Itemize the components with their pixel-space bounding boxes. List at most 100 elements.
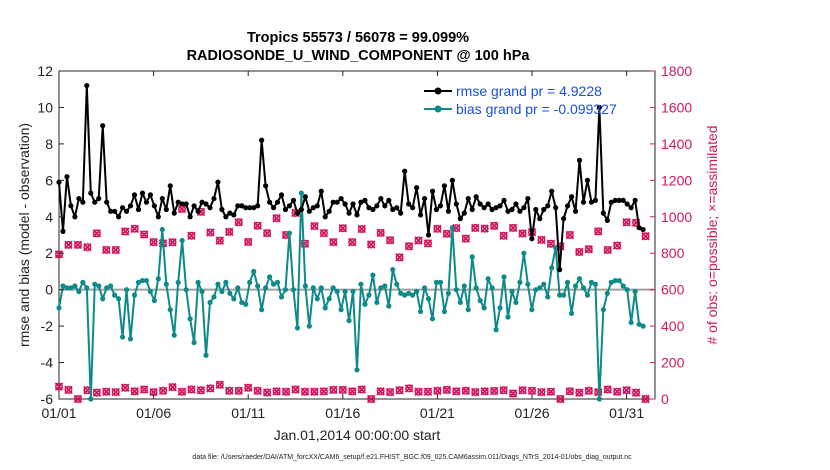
obs-possible-marker (111, 388, 120, 397)
obs-possible-marker (64, 240, 73, 249)
rmse-series-point (493, 205, 499, 211)
legend-rmse-marker (434, 87, 442, 95)
bias-series-point (60, 283, 66, 289)
obs-possible-marker (414, 387, 423, 396)
obs-assimilated-marker (196, 386, 206, 395)
rmse-series-point (219, 206, 225, 213)
rmse-series-point (247, 205, 253, 211)
obs-possible-marker (405, 242, 414, 251)
obs-assimilated-marker (149, 387, 158, 397)
obs-assimilated-marker (556, 394, 565, 404)
bias-series-point (394, 281, 400, 287)
bias-series-point (600, 307, 606, 313)
chart-subtitle: RADIOSONDE_U_WIND_COMPONENT @ 100 hPa (187, 48, 531, 64)
bias-series-point (521, 250, 527, 256)
bias-series-point (632, 288, 638, 295)
obs-possible-marker (73, 394, 82, 403)
bias-series-point (533, 287, 539, 293)
rmse-series-point (441, 183, 448, 189)
bias-series-point (596, 396, 602, 402)
obs-assimilated-marker (338, 224, 348, 233)
obs-assimilated-marker (527, 386, 537, 396)
rmse-series-point (64, 174, 70, 180)
rmse-series-point (636, 225, 642, 231)
obs-possible-marker (452, 387, 461, 396)
bias-series-point (449, 225, 455, 231)
obs-assimilated-marker (243, 383, 253, 392)
bias-series-point (620, 283, 626, 289)
rmse-series-point (541, 206, 547, 213)
bias-series-point (326, 296, 332, 302)
bias-series-point (207, 299, 213, 306)
obs-assimilated-marker (499, 386, 508, 395)
obs-possible-marker (376, 228, 385, 237)
bias-series-point (636, 321, 642, 327)
rmse-series-point (445, 208, 451, 214)
obs-assimilated-marker (348, 387, 357, 396)
y-tick-label: 0 (45, 282, 53, 298)
rmse-series-point (207, 205, 213, 211)
bias-series-point (624, 287, 630, 293)
bias-series-point (410, 292, 416, 298)
legend-rmse-label: rmse grand pr = 4.9228 (456, 83, 602, 99)
y-right-tick-label: 600 (661, 282, 685, 298)
bias-series-point (147, 288, 153, 295)
obs-assimilated-marker (461, 234, 471, 243)
bias-series-point (398, 290, 404, 296)
obs-possible-marker (196, 386, 205, 395)
obs-possible-marker (187, 231, 196, 240)
obs-assimilated-marker (508, 223, 518, 233)
bias-series-point (298, 190, 304, 196)
rmse-series-point (513, 201, 519, 207)
bias-series-point (497, 305, 503, 311)
bias-series-point (278, 294, 285, 300)
bias-series-point (247, 279, 253, 285)
chart-title: Tropics 55573 / 56078 = 99.099% (247, 30, 469, 46)
rmse-series-point (92, 199, 98, 205)
bias-series-point (290, 287, 297, 293)
rmse-series-point (183, 201, 189, 207)
rmse-series-point (509, 206, 515, 213)
obs-assimilated-marker (480, 387, 489, 396)
rmse-series-point (68, 203, 74, 209)
bias-series-point (179, 237, 185, 244)
bias-series-point (104, 285, 110, 291)
obs-assimilated-marker (471, 387, 480, 397)
bias-series-point (334, 288, 340, 295)
obs-assimilated-marker (149, 237, 158, 247)
obs-possible-marker (319, 387, 328, 396)
bias-series-point (123, 287, 130, 293)
obs-assimilated-marker (130, 387, 139, 396)
obs-possible-marker (537, 235, 546, 244)
obs-possible-marker (168, 238, 177, 247)
rmse-series-point (76, 195, 82, 202)
rmse-series-point (274, 199, 281, 205)
obs-assimilated-marker (253, 221, 262, 230)
y-right-tick-label: 1200 (661, 172, 692, 188)
obs-assimilated-marker (64, 385, 73, 395)
rmse-series-point (616, 197, 622, 203)
rmse-series-point (580, 199, 587, 205)
obs-assimilated-marker (281, 387, 291, 396)
obs-possible-marker (234, 218, 243, 227)
rmse-series-point (406, 201, 412, 207)
obs-assimilated-marker (366, 394, 376, 404)
obs-assimilated-marker (641, 232, 650, 241)
obs-possible-marker (546, 239, 555, 248)
rmse-series-point (60, 228, 66, 234)
obs-assimilated-marker (641, 394, 650, 404)
rmse-series-point (266, 199, 273, 205)
obs-possible-marker (613, 387, 622, 396)
bias-series-point (155, 276, 161, 282)
rmse-series-point (227, 210, 233, 216)
rmse-series-point (429, 188, 436, 194)
rmse-series-point (302, 194, 308, 200)
rmse-series-point (203, 201, 209, 207)
x-tick-label: 01/06 (136, 405, 171, 421)
bias-series-point (386, 303, 392, 309)
bias-series-point (477, 298, 483, 304)
obs-assimilated-marker (461, 386, 471, 396)
x-tick-label: 01/16 (325, 405, 360, 421)
obs-possible-marker (565, 387, 574, 396)
obs-assimilated-marker (404, 384, 414, 393)
